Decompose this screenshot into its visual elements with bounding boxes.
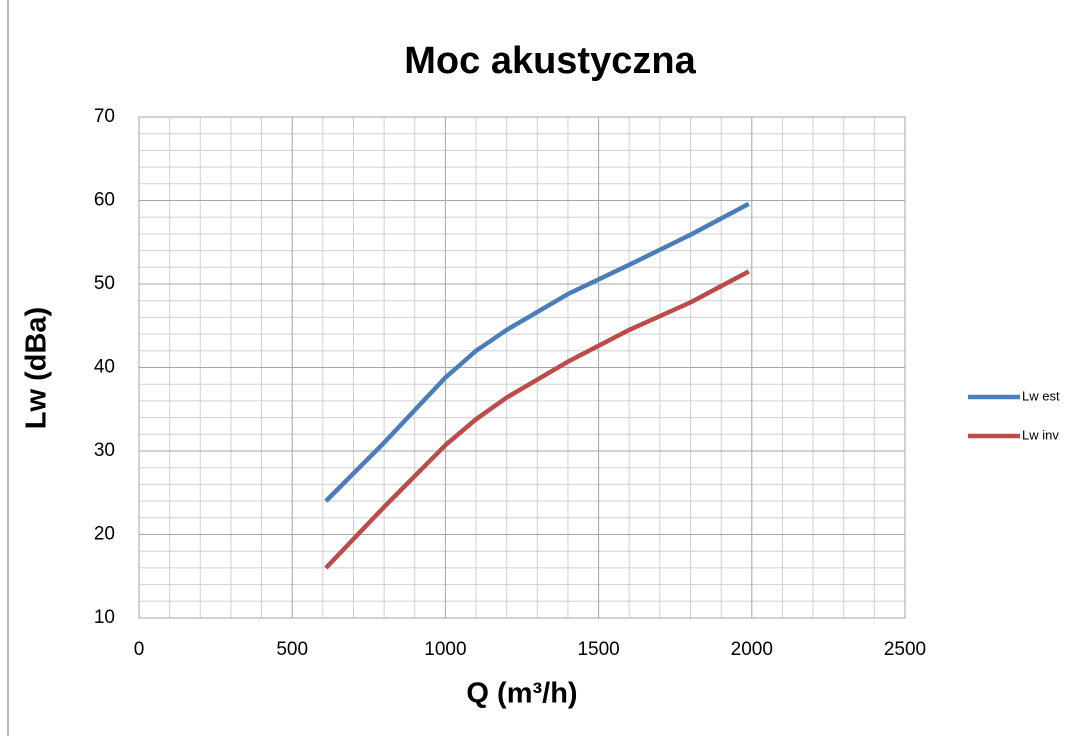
x-tick-label: 500 bbox=[276, 639, 308, 660]
plot-frame bbox=[138, 116, 906, 619]
x-tick-label: 0 bbox=[134, 639, 145, 660]
y-axis-label: Lw (dBa) bbox=[21, 307, 53, 429]
x-tick-label: 1000 bbox=[424, 639, 466, 660]
y-tick-label: 20 bbox=[94, 524, 115, 545]
y-tick-label: 50 bbox=[94, 273, 115, 294]
x-tick-label: 2000 bbox=[731, 639, 773, 660]
y-tick-label: 30 bbox=[94, 440, 115, 461]
series-line bbox=[324, 269, 750, 570]
legend-label: Lw inv bbox=[1022, 427, 1059, 442]
legend-label: Lw est bbox=[1022, 388, 1060, 403]
y-tick-label: 40 bbox=[94, 357, 115, 378]
series-line bbox=[324, 201, 750, 503]
y-tick-label: 70 bbox=[94, 106, 115, 127]
chart-title: Moc akustyczna bbox=[404, 40, 696, 82]
x-tick-label: 1500 bbox=[577, 639, 619, 660]
y-tick-label: 10 bbox=[94, 607, 115, 628]
x-axis-label: Q (m³/h) bbox=[466, 678, 577, 710]
x-tick-label: 2500 bbox=[884, 639, 926, 660]
y-tick-label: 60 bbox=[94, 190, 115, 211]
